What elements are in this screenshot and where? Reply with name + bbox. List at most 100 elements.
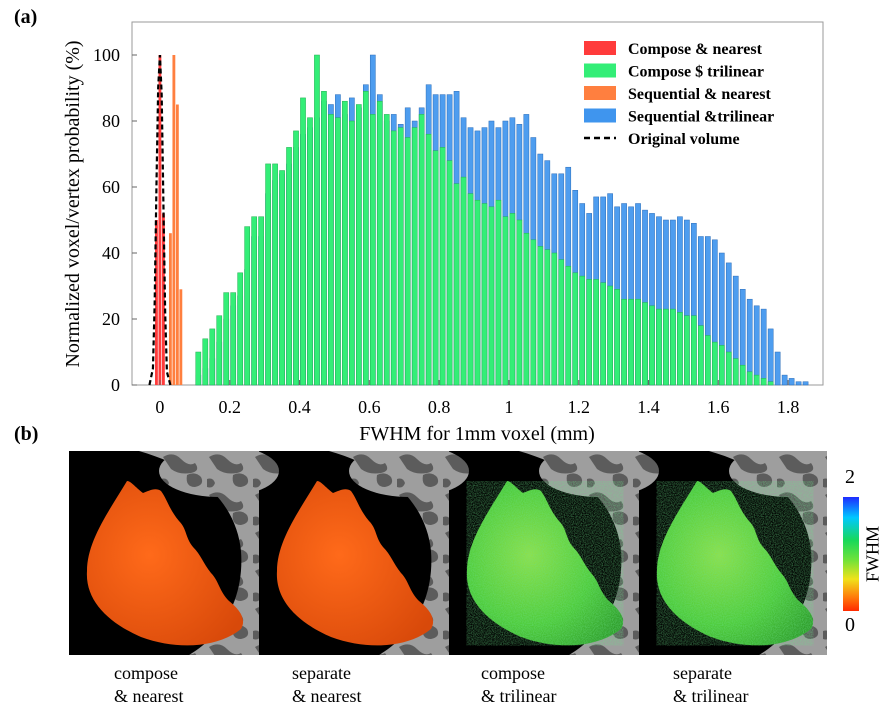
bar-sequential-trilinear (795, 381, 802, 386)
bar-compose-trilinear (691, 315, 697, 386)
bar-compose-trilinear (328, 114, 334, 386)
bar-compose-trilinear (216, 315, 223, 386)
bar-compose-trilinear (474, 199, 481, 386)
bar-compose-trilinear (725, 351, 732, 386)
colorbar-min-label: 0 (845, 614, 855, 636)
bar-compose-trilinear (558, 259, 565, 386)
caption-line-1: compose (481, 663, 545, 683)
bar-compose-nearest (161, 213, 165, 385)
bar-compose-trilinear (251, 216, 257, 386)
bar-compose-trilinear (656, 308, 662, 386)
bar-compose-trilinear (705, 335, 711, 386)
image-caption: separate & trilinear (673, 662, 748, 708)
bar-compose-trilinear (718, 345, 725, 386)
x-axis-ticks: 0 0.2 0.4 0.6 0.8 1 1.2 1.4 1.6 1.8 (155, 380, 799, 417)
bar-compose-trilinear (293, 130, 299, 386)
y-tick-label: 40 (102, 243, 120, 263)
surface-images (86, 451, 827, 655)
original-volume-line (148, 54, 172, 386)
bar-compose-trilinear (439, 147, 446, 386)
bar-compose-trilinear (767, 381, 774, 386)
x-tick-label: 1 (504, 397, 513, 417)
bar-compose-nearest (155, 220, 158, 385)
colorbar-title: FWHM (862, 525, 883, 583)
image-caption: compose & nearest (114, 662, 183, 708)
bar-compose-trilinear (537, 246, 544, 386)
bar-compose-trilinear (237, 272, 244, 386)
y-tick-label: 80 (102, 111, 120, 131)
bar-compose-trilinear (460, 176, 467, 386)
bar-compose-trilinear (502, 216, 509, 386)
image-caption: separate & nearest (292, 662, 361, 708)
bar-compose-trilinear (411, 127, 418, 386)
brain-surface-image (466, 451, 659, 655)
bar-compose-trilinear (635, 298, 641, 386)
bar-compose-trilinear (467, 193, 474, 386)
x-tick-label: 0.4 (288, 397, 311, 417)
y-tick-label: 20 (102, 309, 120, 329)
caption-line-1: separate (673, 663, 732, 683)
legend-label: Original volume (628, 131, 740, 148)
legend-label: Sequential & nearest (628, 86, 771, 103)
surface-image-strip (69, 451, 827, 655)
bar-compose-trilinear (516, 219, 523, 386)
bar-compose-trilinear (369, 114, 376, 386)
bar-compose-trilinear (314, 54, 320, 386)
caption-line-2: & nearest (114, 686, 184, 706)
brain-surface-image (276, 451, 469, 655)
bar-compose-trilinear (453, 183, 460, 386)
legend-swatch (584, 41, 616, 55)
bar-sequential-trilinear (781, 374, 788, 386)
bar-compose-trilinear (202, 338, 209, 386)
bar-compose-trilinear (670, 308, 676, 386)
x-tick-label: 0 (155, 397, 164, 417)
caption-line-2: & nearest (292, 686, 362, 706)
bar-compose-trilinear (509, 213, 516, 386)
bar-compose-trilinear (614, 289, 620, 386)
x-tick-label: 1.4 (637, 397, 660, 417)
bar-compose-trilinear (551, 252, 558, 386)
bar-sequential-trilinear (753, 305, 760, 386)
panel-label-a: (a) (14, 6, 38, 28)
legend-swatch (584, 108, 616, 123)
bar-sequential-nearest (175, 104, 179, 385)
bar-sequential-trilinear (767, 328, 774, 386)
bar-sequential-nearest (168, 233, 172, 385)
bar-sequential-trilinear (760, 308, 767, 386)
bar-compose-trilinear (307, 117, 313, 386)
bar-compose-trilinear (195, 351, 202, 386)
bar-compose-trilinear (593, 279, 599, 386)
bar-compose-trilinear (544, 249, 551, 386)
x-tick-label: 1.6 (707, 397, 730, 417)
y-tick-label: 60 (102, 177, 120, 197)
x-tick-label: 0.2 (218, 397, 241, 417)
image-caption: compose & trilinear (481, 662, 556, 708)
bar-compose-trilinear (746, 371, 753, 386)
bar-compose-trilinear (711, 341, 718, 386)
legend-label: Compose & nearest (628, 41, 763, 58)
bar-compose-trilinear (760, 378, 767, 386)
bar-compose-trilinear (481, 203, 488, 386)
bar-compose-trilinear (565, 265, 572, 386)
legend-swatch (584, 86, 616, 100)
bar-compose-trilinear (739, 364, 746, 386)
x-axis-label: FWHM for 1mm voxel (mm) (359, 423, 595, 445)
bar-compose-nearest (158, 55, 162, 385)
legend-label: Compose $ trilinear (628, 64, 764, 81)
bar-compose-trilinear (300, 97, 306, 386)
x-tick-label: 0.8 (428, 397, 451, 417)
bar-sequential-nearest (179, 289, 183, 385)
bar-compose-trilinear (258, 216, 264, 386)
chart-legend: Compose & nearest Compose $ trilinear Sequ… (584, 41, 774, 148)
fwhm-colorbar (843, 497, 859, 611)
bar-compose-trilinear (642, 302, 648, 386)
bar-compose-trilinear (586, 279, 593, 386)
bar-compose-trilinear (335, 117, 341, 386)
bar-compose-trilinear (698, 325, 704, 386)
bar-compose-trilinear (349, 120, 355, 386)
bar-compose-trilinear (663, 308, 669, 386)
bar-compose-trilinear (418, 114, 425, 386)
bar-compose-trilinear (376, 100, 383, 386)
x-tick-label: 0.6 (358, 397, 381, 417)
bar-compose-trilinear (579, 275, 586, 386)
